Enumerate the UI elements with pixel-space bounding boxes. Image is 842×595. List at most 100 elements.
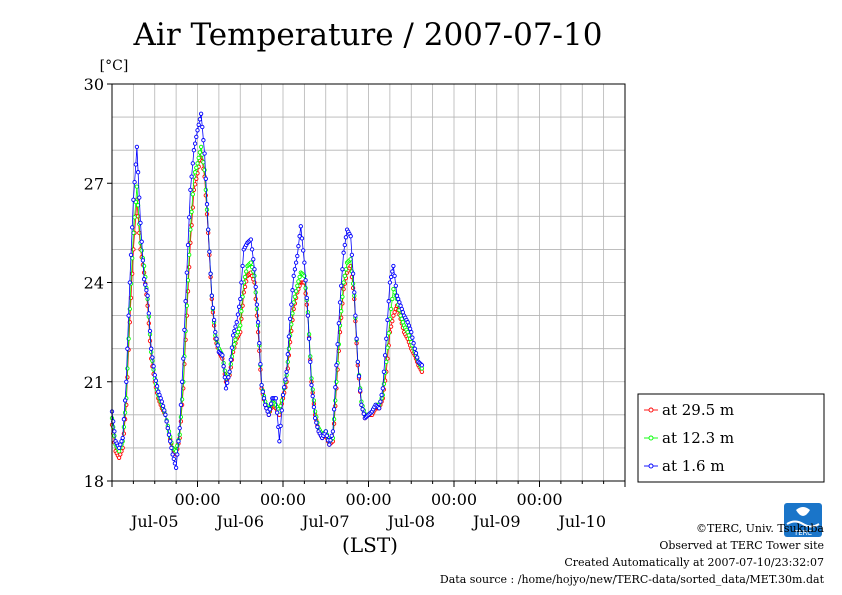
data-point <box>302 260 307 265</box>
data-point <box>340 294 345 299</box>
x-tick-label-time: 00:00 <box>260 490 306 509</box>
y-tick-label: 21 <box>84 373 104 392</box>
x-tick-label-time: 00:00 <box>431 490 477 509</box>
data-point <box>162 408 167 413</box>
data-point <box>192 170 198 175</box>
data-point <box>132 215 137 220</box>
data-point <box>177 425 182 431</box>
x-tick-label-date: Jul-08 <box>385 512 435 531</box>
data-point <box>277 439 282 444</box>
data-point <box>127 280 132 285</box>
legend-item: at 12.3 m <box>644 429 734 447</box>
data-point <box>279 408 284 413</box>
data-point <box>349 252 355 258</box>
y-tick-label: 27 <box>84 174 104 193</box>
data-point <box>306 336 312 341</box>
data-point <box>261 396 267 401</box>
data-point <box>198 144 204 150</box>
data-point <box>185 289 191 294</box>
data-point <box>227 369 232 374</box>
data-point <box>165 425 170 431</box>
data-point <box>222 375 227 380</box>
data-point <box>192 141 198 146</box>
data-point <box>252 267 257 272</box>
data-point <box>377 406 382 411</box>
data-point <box>339 283 344 288</box>
logo-text: TERC <box>793 529 812 537</box>
data-point <box>296 279 301 284</box>
data-point <box>141 277 147 282</box>
data-point <box>143 282 148 287</box>
data-point <box>239 309 244 314</box>
data-point <box>134 184 140 189</box>
data-point <box>419 363 425 368</box>
data-point <box>196 122 201 127</box>
data-point <box>248 237 254 242</box>
data-point <box>150 355 155 360</box>
data-point <box>253 284 258 290</box>
data-point <box>190 192 195 197</box>
data-point <box>221 364 226 369</box>
data-point <box>151 364 156 369</box>
data-point <box>128 295 134 301</box>
data-point <box>283 377 288 382</box>
data-point <box>267 407 273 412</box>
data-point <box>223 386 229 391</box>
data-point <box>305 313 311 318</box>
water-drop-icon <box>796 507 810 516</box>
data-source-text: Data source : /home/hojyo/new/TERC-data/… <box>439 573 824 586</box>
data-point <box>177 432 182 437</box>
data-point <box>258 361 263 367</box>
data-point <box>215 343 220 348</box>
data-point <box>355 359 360 365</box>
grid <box>112 84 625 481</box>
data-point <box>380 386 385 391</box>
x-tick-label-date: Jul-07 <box>300 512 350 531</box>
data-point <box>137 195 142 200</box>
y-tick-label: 24 <box>84 274 104 293</box>
data-point <box>195 128 200 133</box>
data-point <box>122 398 128 403</box>
data-point <box>203 187 208 193</box>
data-point <box>178 402 184 408</box>
data-point <box>327 442 332 447</box>
data-point <box>126 313 131 318</box>
legend: at 29.5 m at 12.3 m at 1.6 m <box>637 393 825 483</box>
wave-icon <box>786 520 820 528</box>
data-point <box>388 306 394 312</box>
data-point <box>185 242 191 248</box>
data-point <box>356 374 362 379</box>
data-point <box>388 324 394 329</box>
data-point <box>350 281 356 286</box>
data-point <box>233 324 238 329</box>
data-point <box>390 269 395 274</box>
data-point <box>153 378 159 383</box>
data-point <box>137 230 142 236</box>
data-point <box>233 337 238 342</box>
data-point <box>331 417 337 422</box>
data-point <box>309 382 314 388</box>
data-point <box>130 271 135 276</box>
data-point <box>382 353 388 358</box>
data-point <box>339 315 344 320</box>
data-point <box>301 248 306 253</box>
data-point <box>350 271 356 276</box>
data-point <box>176 439 181 444</box>
data-point <box>339 309 344 314</box>
data-point <box>210 305 216 311</box>
data-point <box>196 155 201 161</box>
data-point <box>208 271 213 276</box>
data-point <box>121 424 127 430</box>
data-point <box>128 252 134 258</box>
data-point <box>240 263 245 269</box>
data-point <box>220 353 225 358</box>
data-point <box>194 165 199 170</box>
data-point <box>160 403 166 409</box>
data-point <box>353 313 358 318</box>
data-point <box>163 412 168 417</box>
data-point <box>120 435 125 441</box>
data-point <box>385 317 390 323</box>
data-point <box>297 274 302 280</box>
data-point <box>121 417 127 422</box>
created-timestamp-text: Created Automatically at 2007-07-10/23:3… <box>564 556 824 569</box>
